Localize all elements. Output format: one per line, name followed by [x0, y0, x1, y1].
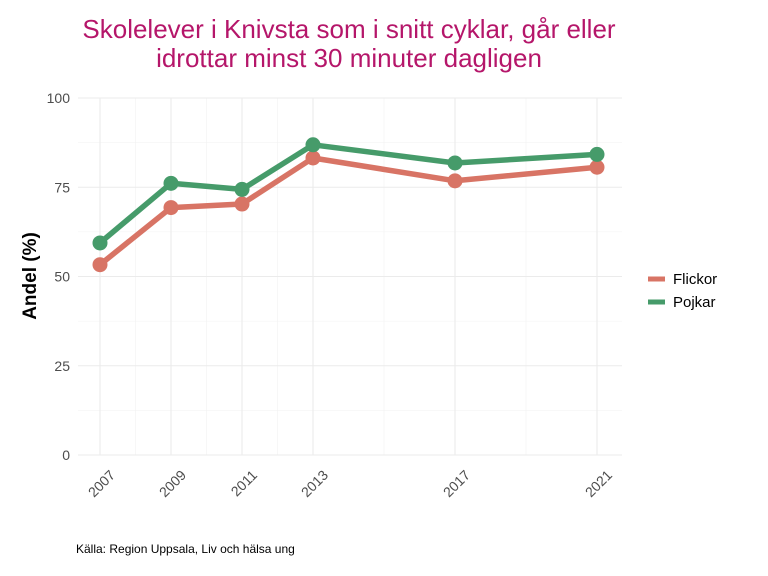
y-tick-label: 50 [54, 269, 70, 285]
data-point-pojkar [163, 175, 179, 191]
x-tick-label: 2017 [440, 467, 473, 500]
data-point-flickor [305, 150, 321, 166]
x-axis-tick-labels: 2007 2009 2011 2013 2017 2021 [85, 467, 615, 500]
chart-title-line-1: Skolelever i Knivsta som i snitt cyklar,… [82, 14, 616, 44]
x-tick-label: 2013 [298, 467, 331, 500]
series-line-pojkar [97, 142, 600, 246]
data-point-pojkar [305, 137, 321, 153]
x-tick-label: 2021 [582, 467, 615, 500]
y-tick-label: 25 [54, 358, 70, 374]
legend-label-flickor: Flickor [673, 271, 717, 288]
data-point-flickor [92, 257, 108, 273]
x-tick-label: 2011 [228, 467, 261, 500]
data-point-pojkar [589, 146, 605, 162]
y-tick-label: 75 [54, 179, 70, 195]
x-tick-label: 2007 [85, 467, 118, 500]
series-line-flickor [97, 155, 600, 268]
data-point-flickor [589, 159, 605, 175]
y-axis-tick-labels: 0 25 50 75 100 [47, 90, 71, 463]
x-tick-label: 2009 [156, 467, 189, 500]
chart-caption: Källa: Region Uppsala, Liv och hälsa ung [76, 542, 295, 556]
data-point-flickor [163, 200, 179, 216]
data-point-pojkar [92, 235, 108, 251]
data-point-flickor [447, 173, 463, 189]
data-point-pojkar [234, 181, 250, 197]
y-tick-label: 100 [47, 90, 71, 106]
legend-label-pojkar: Pojkar [673, 294, 716, 311]
series-layer [92, 137, 605, 273]
y-tick-label: 0 [62, 447, 70, 463]
chart-title-line-2: idrottar minst 30 minuter dagligen [156, 43, 542, 73]
legend: Flickor Pojkar [648, 271, 717, 311]
y-axis-title: Andel (%) [20, 232, 41, 320]
data-point-flickor [234, 196, 250, 212]
data-point-pojkar [447, 155, 463, 171]
